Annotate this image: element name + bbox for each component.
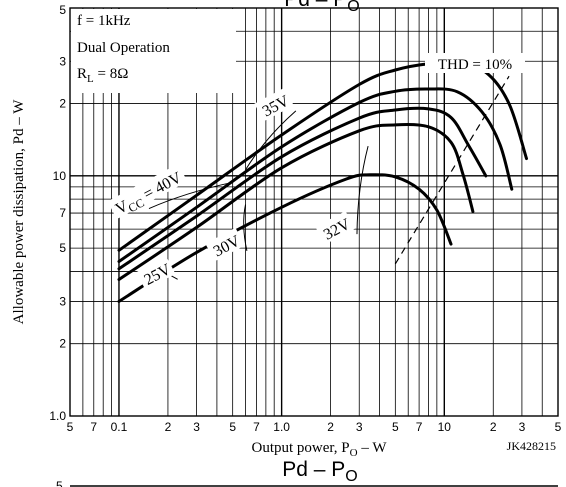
- thd-limit-line-group: [394, 75, 510, 265]
- annotation-bg: [315, 211, 355, 245]
- thd-label-bg: [425, 53, 525, 73]
- condition-mode: Dual Operation: [77, 40, 170, 56]
- series-group: [117, 60, 528, 303]
- thd-label: THD = 10%: [438, 57, 512, 73]
- x-tick-label: 10: [438, 420, 452, 434]
- x-tick-label: 5: [392, 420, 399, 434]
- y-tick-label: 3: [59, 54, 66, 68]
- x-tick-label: 2: [165, 420, 172, 434]
- thd-limit-line: [394, 75, 510, 265]
- condition-load-main: R: [77, 66, 87, 82]
- y-tick-label: 3: [59, 294, 66, 308]
- y-tick-label: 7: [59, 206, 66, 220]
- series-curve-2: [117, 106, 488, 271]
- y-tick-label: 2: [59, 337, 66, 351]
- x-tick-label: 3: [356, 420, 363, 434]
- annotation-bg: [107, 163, 188, 220]
- x-tick-label: 7: [253, 420, 260, 434]
- y-tick-label: 5: [59, 3, 66, 17]
- x-tick-label: 7: [90, 420, 97, 434]
- y-axis-label: Allowable power dissipation, Pd – W: [11, 99, 27, 325]
- x-tick-label: 1.0: [273, 420, 290, 434]
- x-tick-label: 0.1: [111, 420, 128, 434]
- x-axis-label-tail: – W: [358, 440, 388, 456]
- next-chart-title-main: Pd – P: [282, 458, 345, 481]
- x-tick-label: 5: [229, 420, 236, 434]
- conditions-box: f = 1kHz Dual Operation RL = 8Ω: [71, 9, 236, 93]
- conditions-box-bg: [71, 9, 236, 93]
- y-tick-label: 2: [59, 97, 66, 111]
- condition-load: RL = 8Ω: [77, 66, 128, 85]
- next-chart-tick-5: 5: [56, 479, 63, 487]
- x-tick-label: 3: [519, 420, 526, 434]
- x-tick-label: 5: [67, 420, 74, 434]
- series-curve-1: [117, 87, 514, 263]
- y-tick-label: 10: [53, 169, 67, 183]
- condition-frequency: f = 1kHz: [77, 13, 131, 29]
- x-axis-label-sub: O: [350, 447, 358, 459]
- condition-load-tail: = 8Ω: [94, 66, 129, 82]
- x-tick-label: 7: [416, 420, 423, 434]
- y-tick-label: 1.0: [49, 409, 66, 423]
- y-tick-label: 5: [59, 241, 66, 255]
- annotation-leader: [245, 110, 297, 171]
- condition-load-sub: L: [87, 73, 94, 85]
- figure-code: JK428215: [507, 439, 556, 453]
- x-axis-label-main: Output power, P: [252, 440, 350, 456]
- series-curve-4: [117, 173, 453, 303]
- annotation-leader: [356, 145, 369, 235]
- chart-title-sub: O: [347, 0, 359, 15]
- next-chart-title: Pd – PO: [282, 458, 358, 485]
- annotation-sub: CC: [126, 195, 147, 215]
- chart-title-main: Pd – P: [284, 0, 347, 11]
- annotation-bg: [136, 256, 176, 290]
- annotation-bg: [254, 87, 294, 122]
- series-curve-0: [117, 60, 528, 252]
- annotation-leader: [148, 181, 233, 210]
- chart-title: Pd – PO: [284, 0, 360, 15]
- x-tick-label: 2: [490, 420, 497, 434]
- x-tick-label: 3: [193, 420, 200, 434]
- x-axis-label: Output power, PO – W: [252, 440, 388, 459]
- next-chart-title-sub: O: [345, 468, 357, 485]
- annotation-bg: [205, 227, 245, 262]
- x-tick-label: 2: [327, 420, 334, 434]
- x-tick-label: 5: [555, 420, 562, 434]
- annotation-leader: [243, 204, 248, 251]
